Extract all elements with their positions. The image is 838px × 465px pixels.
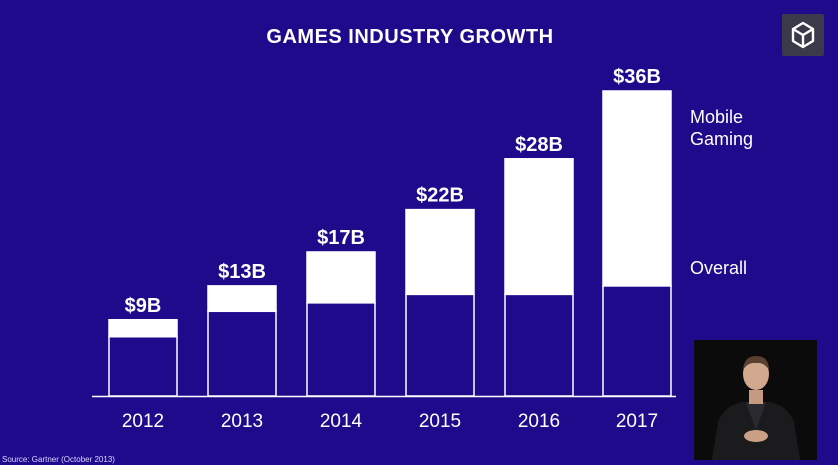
x-tick-label-2016: 2016 [518, 411, 560, 432]
total-label-2017: $36B [613, 66, 661, 88]
bar-overall-2017 [602, 285, 672, 397]
bar-overall-2016 [504, 293, 574, 397]
x-tick-label-2015: 2015 [419, 411, 461, 432]
chart-title: GAMES INDUSTRY GROWTH [266, 26, 554, 48]
bar-mobile-2013 [207, 285, 277, 313]
bar-mobile-2016 [504, 158, 574, 296]
bar-mobile-2017 [602, 90, 672, 287]
bar-mobile-2012 [108, 319, 178, 338]
bar-overall-2014 [306, 302, 376, 397]
speaker-video-inset [694, 340, 817, 460]
total-label-2014: $17B [317, 227, 365, 249]
bar-mobile-2015 [405, 208, 475, 296]
x-tick-label-2014: 2014 [320, 411, 363, 432]
x-tick-label-2013: 2013 [221, 411, 263, 432]
x-tick-label-2012: 2012 [122, 411, 164, 432]
bar-overall-2013 [207, 310, 277, 397]
bar-overall-2015 [405, 293, 475, 397]
unity-logo-icon [782, 14, 824, 56]
legend-overall: Overall [690, 258, 748, 278]
total-label-2013: $13B [218, 261, 266, 283]
x-tick-label-2017: 2017 [616, 411, 658, 432]
legend-mobile-gaming: Mobile Gaming [690, 106, 765, 150]
speaker-person-image [694, 340, 817, 460]
total-label-2016: $28B [515, 134, 563, 156]
legend-mobile-gaming-text: Mobile Gaming [690, 107, 754, 149]
total-label-2012: $9B [125, 295, 162, 317]
bar-mobile-2014 [306, 251, 376, 304]
unity-logo-glyph [791, 21, 815, 49]
bar-overall-2012 [108, 335, 178, 397]
source-note: Source: Gartner (October 2013) [2, 455, 115, 464]
total-label-2015: $22B [416, 185, 464, 207]
